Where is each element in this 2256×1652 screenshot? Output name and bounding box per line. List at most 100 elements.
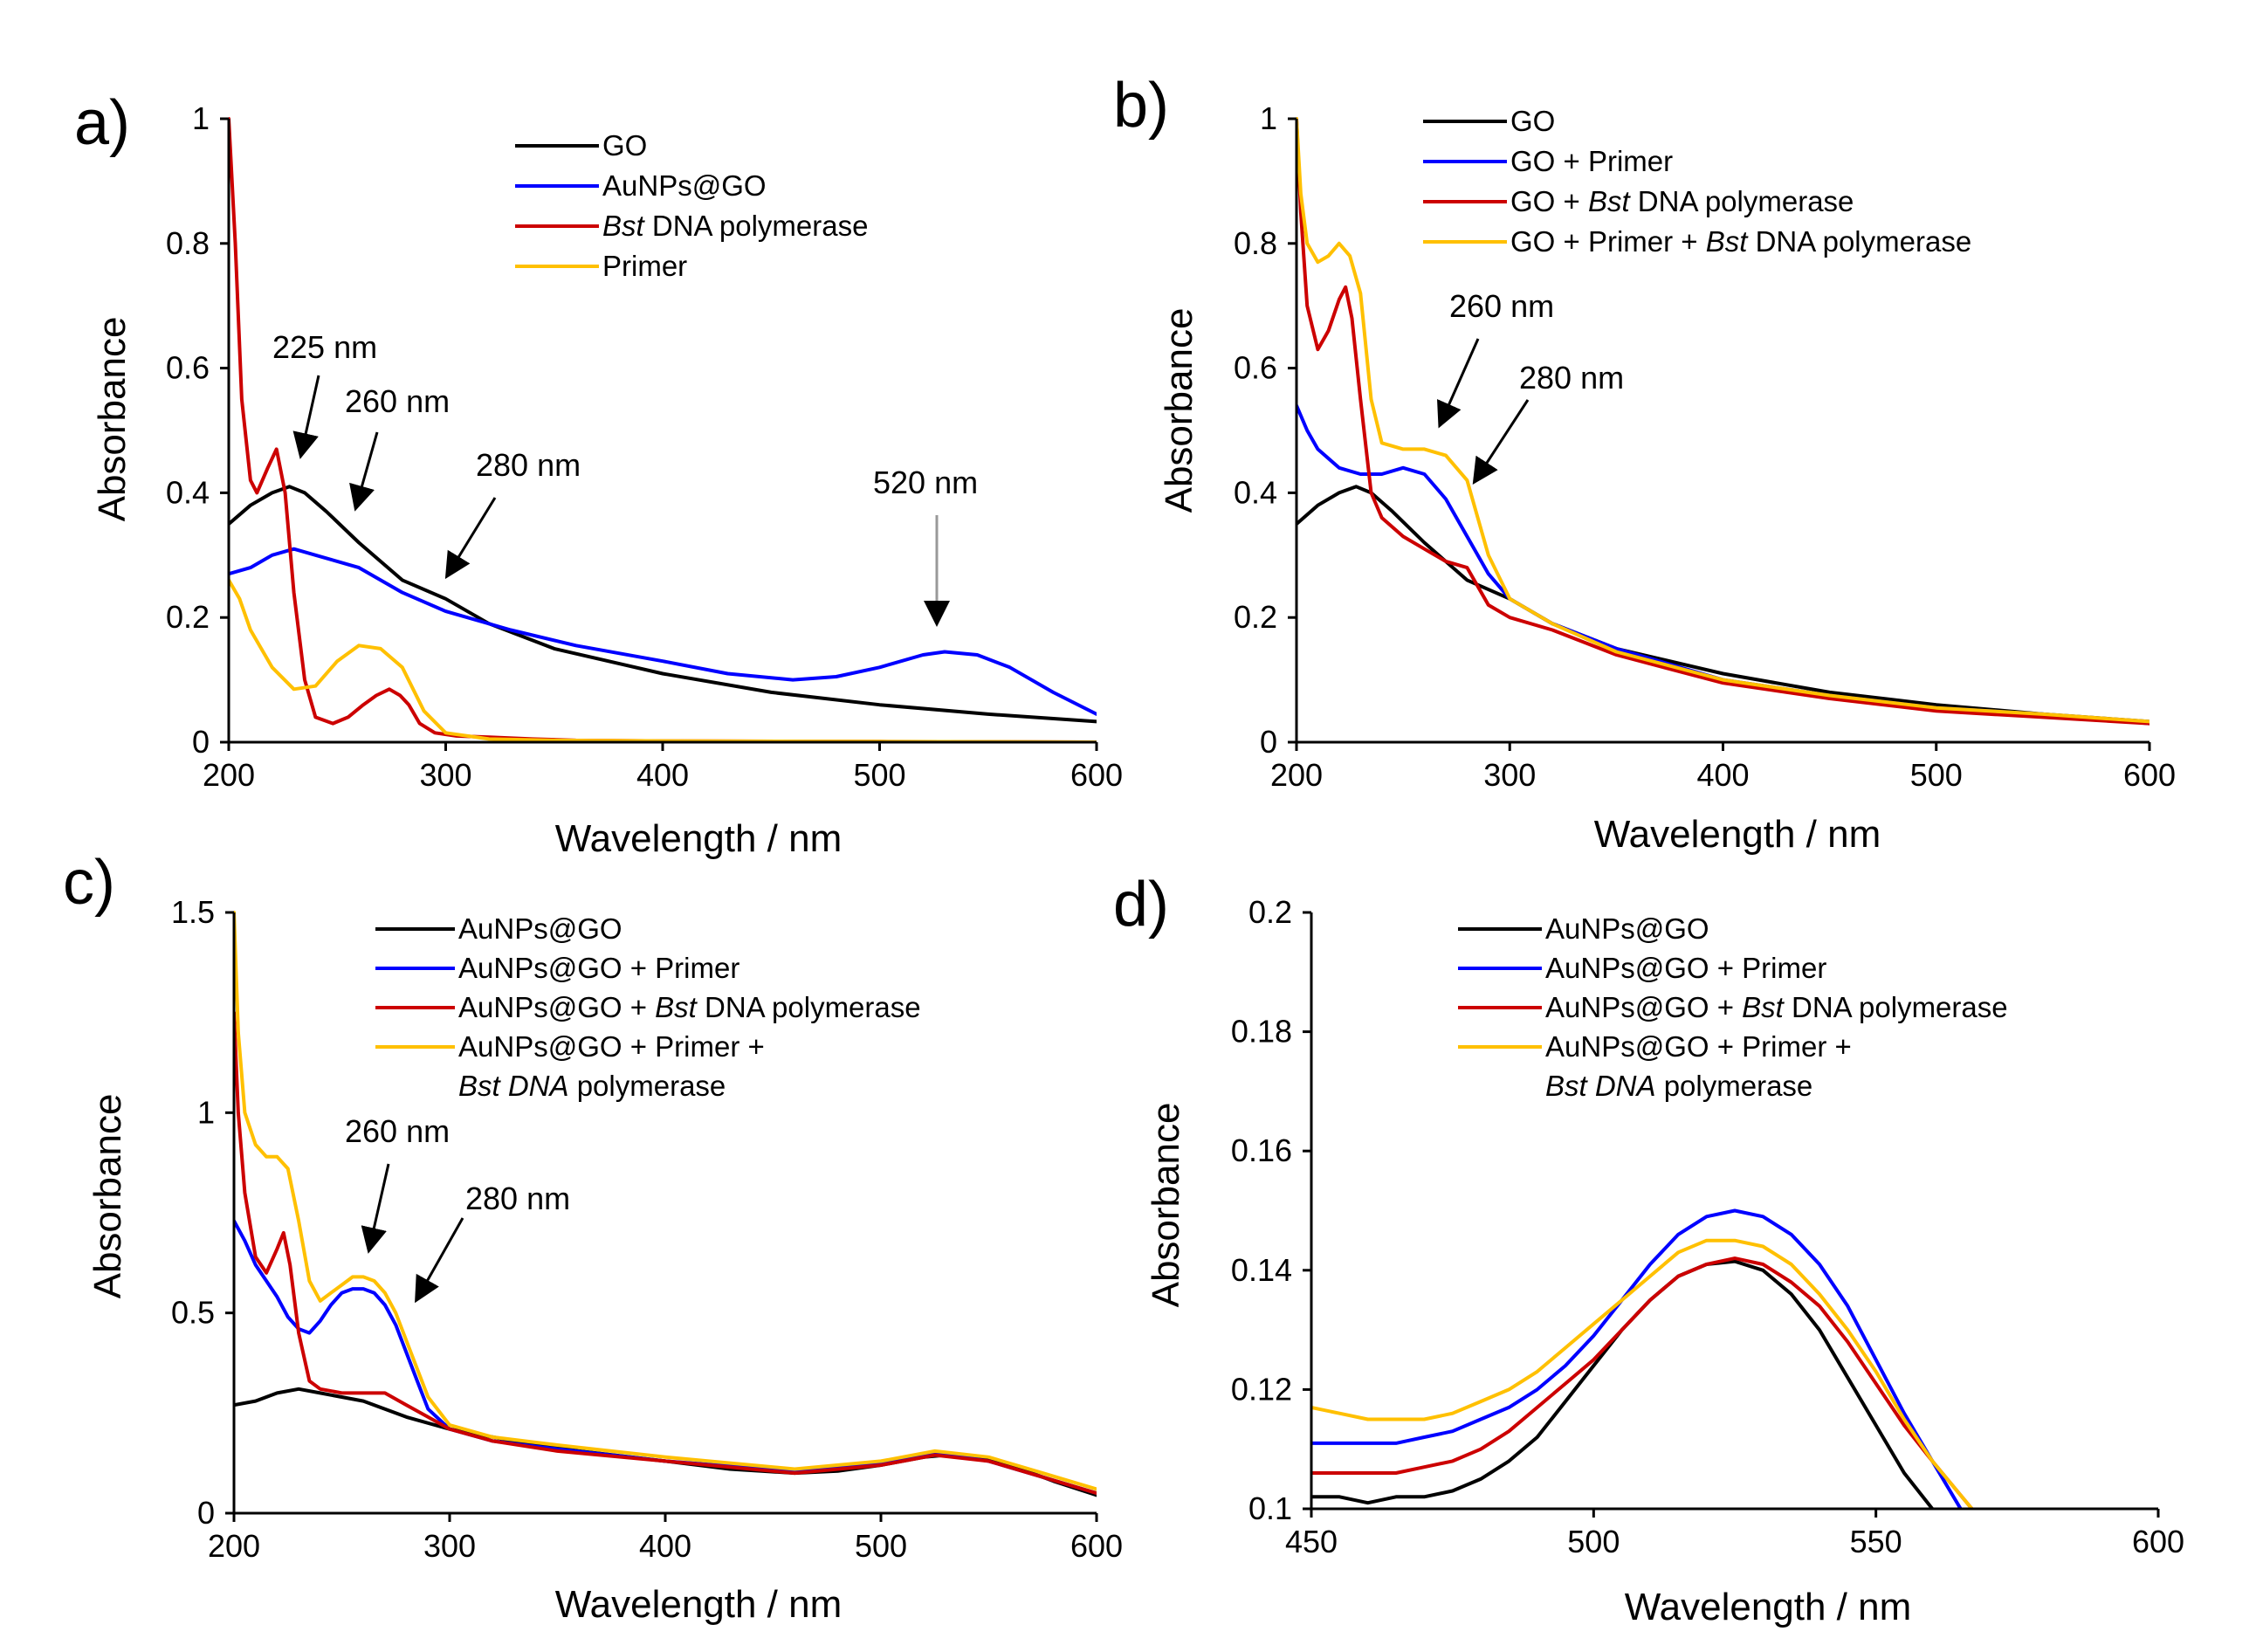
ytick-label-a-0: 0 [192,724,210,760]
series-line-a-0 [229,485,1097,724]
panel-c-ylabel: Absorbance [86,1094,129,1299]
xtick-label-b-1: 300 [1483,757,1536,793]
panel-a-series [229,117,1097,742]
annot-b-260nm-arrow [1437,338,1480,429]
panel-c: c) 200 300 400 500 600 0 0.5 1 1.5 Wavelength / … [63,848,1123,1626]
legend-entry-d-4: Bst DNA polymerase [1545,1070,1812,1102]
panel-b: b) 200 300 400 500 600 0 0.2 0.4 0.6 0.8 1 Wavelen… [1113,71,2176,856]
ytick-label-d-2: 0.14 [1231,1252,1292,1288]
annot-260nm: 260 nm [345,383,450,419]
panel-a-ticks: 200 300 400 500 600 0 0.2 0.4 0.6 0.8 1 [166,100,1123,793]
ytick-label-d-0: 0.1 [1248,1490,1292,1526]
legend-entry-a-2: Bst DNA polymerase [602,210,868,242]
legend-entry-a-1: AuNPs@GO [602,169,767,202]
panel-d-legend: AuNPs@GO AuNPs@GO + Primer AuNPs@GO + Bst … [1458,912,2008,1102]
series-line-c-3 [234,911,1097,1491]
panel-d-xlabel: Wavelength / nm [1625,1586,1912,1628]
series-line-a-1 [229,547,1097,716]
xtick-label-a-1: 300 [419,757,471,793]
ytick-label-a-1: 0.2 [166,599,210,635]
xtick-label-d-3: 600 [2132,1524,2184,1559]
ytick-label-d-1: 0.12 [1231,1371,1292,1407]
panel-a-legend: GO AuNPs@GO Bst DNA polymerase Primer [515,129,868,282]
panel-b-legend: GO GO + Primer GO + Bst DNA polymerase GO +… [1423,105,1971,258]
ytick-label-c-1: 0.5 [171,1295,215,1331]
panel-c-legend: AuNPs@GO AuNPs@GO + Primer AuNPs@GO + Bst … [375,912,921,1102]
xtick-label-a-0: 200 [203,757,255,793]
series-line-d-1 [1311,1208,1963,1509]
panel-b-ylabel: Absorbance [1158,308,1200,513]
xtick-label-b-3: 500 [1910,757,1963,793]
legend-entry-c-1: AuNPs@GO + Primer [458,952,739,984]
ytick-label-d-3: 0.16 [1231,1132,1292,1168]
series-line-c-0 [234,1387,1097,1497]
xtick-label-c-4: 600 [1070,1528,1123,1564]
series-line-a-3 [229,578,1097,742]
panel-d-series [1311,1208,1974,1509]
ytick-label-b-2: 0.4 [1234,474,1277,510]
ytick-label-a-3: 0.6 [166,350,210,386]
xtick-label-d-1: 500 [1567,1524,1620,1559]
ytick-label-b-4: 0.8 [1234,225,1277,261]
panel-d: d) 450 500 550 600 0.1 0.12 0.14 0.16 0.18 0.2 Wa… [1113,870,2184,1628]
xtick-label-b-0: 200 [1270,757,1323,793]
ytick-label-b-5: 1 [1260,100,1277,136]
xtick-label-c-1: 300 [423,1528,476,1564]
annot-c-260nm-arrow [361,1163,390,1254]
ytick-label-c-3: 1.5 [171,894,215,930]
annot-225nm-arrow [292,375,320,459]
panel-b-annotations: 260 nm 280 nm [1437,288,1624,485]
annot-520nm: 520 nm [873,465,978,500]
legend-entry-b-3: GO + Primer + Bst DNA polymerase [1510,225,1971,258]
panel-d-ylabel: Absorbance [1145,1103,1187,1308]
series-line-b-1 [1297,403,2149,726]
xtick-label-c-0: 200 [208,1528,260,1564]
ytick-label-a-2: 0.4 [166,474,210,510]
annot-260nm-arrow [349,431,379,512]
legend-entry-b-0: GO [1510,105,1555,137]
ytick-label-b-3: 0.6 [1234,350,1277,386]
annot-280nm: 280 nm [476,447,581,483]
panel-b-series [1297,117,2149,726]
panel-a-annotations: 225 nm 260 nm 280 nm 520 nm [272,329,978,627]
series-line-b-2 [1297,117,2149,726]
xtick-label-d-0: 450 [1285,1524,1338,1559]
legend-entry-b-2: GO + Bst DNA polymerase [1510,185,1854,217]
series-line-d-3 [1311,1238,1974,1509]
xtick-label-a-2: 400 [636,757,689,793]
legend-entry-a-0: GO [602,129,647,162]
panel-c-annotations: 260 nm 280 nm [345,1113,570,1304]
legend-entry-d-3: AuNPs@GO + Primer + [1545,1030,1852,1063]
annot-c-280nm-arrow [415,1217,464,1304]
ytick-label-a-5: 1 [192,100,210,136]
annot-b-280nm: 280 nm [1519,360,1624,396]
panel-c-series [234,911,1097,1497]
panel-b-letter: b) [1113,71,1169,141]
legend-entry-a-3: Primer [602,250,687,282]
legend-entry-d-1: AuNPs@GO + Primer [1545,952,1826,984]
annot-c-260nm: 260 nm [345,1113,450,1149]
legend-entry-c-3: AuNPs@GO + Primer + [458,1030,765,1063]
series-line-b-3 [1297,117,2149,724]
legend-entry-c-4: Bst DNA polymerase [458,1070,726,1102]
series-line-c-2 [234,1010,1097,1496]
series-line-b-0 [1297,485,2149,724]
annot-b-260nm: 260 nm [1449,288,1554,324]
xtick-label-c-3: 500 [855,1528,907,1564]
legend-entry-d-0: AuNPs@GO [1545,912,1709,945]
xtick-label-b-4: 600 [2123,757,2176,793]
panel-a: a) 200 300 400 500 600 0 0.2 0.4 0.6 0.8 1 Wavelen… [74,88,1123,860]
ytick-label-b-0: 0 [1260,724,1277,760]
xtick-label-c-2: 400 [639,1528,691,1564]
annot-225nm: 225 nm [272,329,377,365]
ytick-label-d-5: 0.2 [1248,894,1292,930]
xtick-label-a-4: 600 [1070,757,1123,793]
xtick-label-d-2: 550 [1850,1524,1902,1559]
legend-entry-d-2: AuNPs@GO + Bst DNA polymerase [1545,991,2008,1023]
panel-b-ticks: 200 300 400 500 600 0 0.2 0.4 0.6 0.8 1 [1234,100,2176,793]
xtick-label-a-3: 500 [853,757,905,793]
panel-c-xlabel: Wavelength / nm [555,1583,843,1626]
panel-a-letter: a) [74,88,130,158]
legend-entry-b-1: GO + Primer [1510,145,1673,177]
